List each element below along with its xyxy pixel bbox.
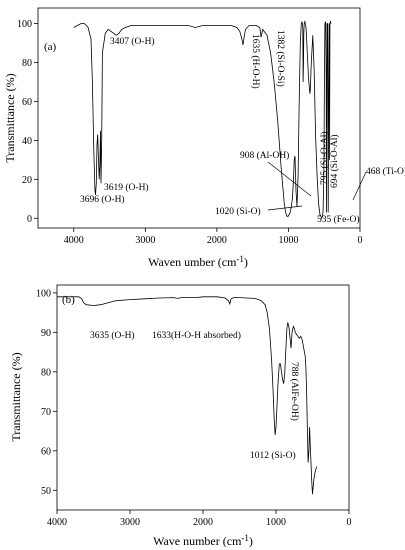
panel-a-x-tick-label-4000: 4000	[64, 235, 84, 246]
panel-b-y-tick-label-50: 50	[41, 486, 51, 497]
panel-b-ticks: 4000 3000 2000 1000 0 50 60 70 80 90 100	[36, 288, 352, 528]
annotation-535: 535 (Fe-O)	[317, 214, 359, 225]
panel-a-y-tick-label-0: 0	[27, 214, 32, 225]
panel-a-x-tick-label-3000: 3000	[135, 235, 155, 246]
panel-a-x-tick-label-1000: 1000	[278, 235, 298, 246]
panel-a-y-tick-label-80: 80	[22, 58, 32, 69]
annotation-3696: 3696 (O-H)	[80, 194, 125, 205]
panel-b-x-tick-label-3000: 3000	[120, 517, 140, 528]
panel-a-y-tick-label-60: 60	[22, 97, 32, 108]
panel-b-x-axis-title: Wave number (cm-1)	[153, 533, 253, 548]
panel-a-plot-frame	[37, 7, 361, 229]
panel-a-y-tick-label-100: 100	[17, 19, 32, 30]
panel-a-x-axis-title: Waven umber (cm-1)	[148, 254, 248, 269]
panel-b-x-tick-label-0: 0	[347, 517, 352, 528]
panel-b-spectrum-line	[57, 296, 318, 495]
panel-a-x-axis-title-main: Waven umber (cm	[148, 255, 237, 269]
annotation-1020-pointer	[267, 205, 303, 211]
panel-a-chart: 4000 3000 2000 1000 0 0 20 40 60 80 100 (a) Transm…	[3, 7, 405, 269]
panel-b-label: (b)	[62, 294, 75, 306]
annotation-1635: 1635 (H-O-H)	[250, 34, 261, 89]
panel-b-x-tick-label-1000: 1000	[266, 517, 286, 528]
panel-b-x-axis-title-sup: -1	[241, 533, 249, 543]
panel-a-spectrum-line	[73, 20, 332, 220]
panel-b-y-tick-label-90: 90	[41, 328, 51, 339]
annotation-1012: 1012 (Si-O)	[250, 450, 296, 461]
panel-b-x-axis-title-main: Wave number (cm	[153, 534, 242, 548]
annotation-468: 468 (Ti-O)	[366, 166, 405, 177]
panel-b-x-tick-label-2000: 2000	[193, 517, 213, 528]
panel-a-y-tick-label-20: 20	[22, 175, 32, 186]
panel-b-x-tick-label-4000: 4000	[47, 517, 67, 528]
panel-b-chart: 4000 3000 2000 1000 0 50 60 70 80 90 100 (b) Trans…	[9, 284, 352, 548]
annotation-694: 694 (Si-O-Al)	[329, 134, 340, 188]
annotation-3619: 3619 (O-H)	[104, 182, 149, 193]
annotation-3635: 3635 (O-H)	[90, 330, 135, 341]
panel-b-x-axis-title-close: )	[249, 534, 253, 548]
panel-a-y-axis-title: Transmittance (%)	[3, 73, 17, 162]
annotation-788: 788 (AlFe-OH)	[289, 362, 300, 421]
panel-a-ticks: 4000 3000 2000 1000 0 0 20 40 60 80 100	[17, 19, 363, 246]
annotation-1633: 1633(H-O-H absorbed)	[152, 330, 241, 341]
panel-b-y-tick-label-70: 70	[41, 407, 51, 418]
panel-a-x-axis-title-sup: -1	[236, 254, 244, 264]
annotation-3407: 3407 (O-H)	[110, 36, 155, 47]
panel-a-y-tick-label-40: 40	[22, 136, 32, 147]
annotation-468-pointer	[352, 171, 367, 201]
panel-b-y-tick-label-60: 60	[41, 446, 51, 457]
annotation-795: 795 (Si-O-Al)	[319, 131, 330, 185]
panel-a-label: (a)	[44, 41, 57, 53]
panel-a-x-axis-title-close: )	[244, 255, 248, 269]
panel-b-y-tick-label-80: 80	[41, 367, 51, 378]
annotation-908-pointer	[267, 161, 312, 197]
annotation-1020: 1020 (Si-O)	[215, 206, 261, 217]
panel-b-y-axis-title: Transmittance (%)	[9, 352, 23, 441]
panel-b-plot-frame	[56, 284, 350, 511]
panel-a-x-tick-label-0: 0	[358, 235, 363, 246]
annotation-1382: 1382 (Si-O-Si)	[275, 30, 286, 87]
panel-a-x-tick-label-2000: 2000	[207, 235, 227, 246]
annotation-908: 908 (Al-OH)	[240, 150, 289, 161]
panel-b-y-tick-label-100: 100	[36, 288, 51, 299]
